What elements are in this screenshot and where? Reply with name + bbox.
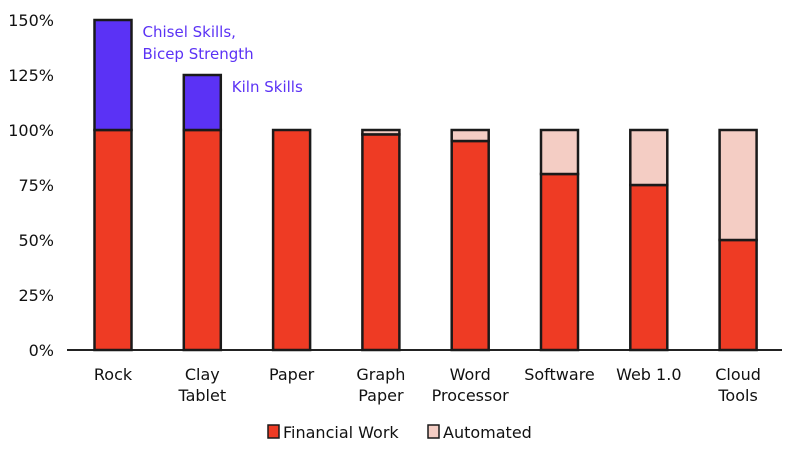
bar-segment-financial-work (182, 128, 223, 352)
y-tick-label: 150% (8, 11, 54, 30)
bar-segment-extra-effort (182, 73, 223, 132)
x-tick-label: Word (450, 365, 491, 384)
x-tick-label: Tablet (177, 386, 226, 405)
x-tick-label: Cloud (715, 365, 761, 384)
annotation-label: Bicep Strength (143, 45, 254, 63)
bar-segment-financial-work (539, 172, 580, 352)
y-tick-label: 75% (18, 176, 54, 195)
x-tick-label: Graph (356, 365, 405, 384)
x-tick-label: Tools (717, 386, 757, 405)
bar-segment-automated (450, 128, 490, 143)
y-tick-label: 0% (29, 341, 54, 360)
y-tick-label: 25% (18, 286, 54, 305)
y-tick-label: 50% (18, 231, 54, 250)
bar-segment-automated (361, 128, 401, 136)
x-tick-label: Web 1.0 (616, 365, 681, 384)
x-tick-label: Clay (185, 365, 220, 384)
bar-segment-financial-work (629, 183, 669, 352)
x-tick-label: Rock (94, 365, 133, 384)
bar-segment-financial-work (718, 238, 758, 352)
y-tick-label: 100% (8, 121, 54, 140)
bar-segment-financial-work (450, 139, 490, 352)
legend-swatch (267, 424, 280, 439)
bar-segment-automated (629, 128, 669, 187)
annotation-label: Chisel Skills, (143, 23, 236, 41)
legend-label: Financial Work (283, 423, 399, 442)
x-tick-label: Paper (269, 365, 315, 384)
bar-segment-automated (718, 128, 758, 242)
annotation-label: Kiln Skills (232, 78, 303, 96)
legend-label: Automated (443, 423, 532, 442)
bar-segment-extra-effort (93, 18, 133, 132)
bar-segment-automated (539, 128, 580, 176)
y-tick-label: 125% (8, 66, 54, 85)
x-tick-label: Software (524, 365, 595, 384)
x-tick-label: Processor (432, 386, 509, 405)
x-tick-label: Paper (358, 386, 404, 405)
legend-swatch (427, 424, 440, 439)
bar-segment-financial-work (93, 128, 133, 352)
bar-segment-financial-work (271, 128, 312, 352)
bar-segment-financial-work (361, 133, 401, 352)
